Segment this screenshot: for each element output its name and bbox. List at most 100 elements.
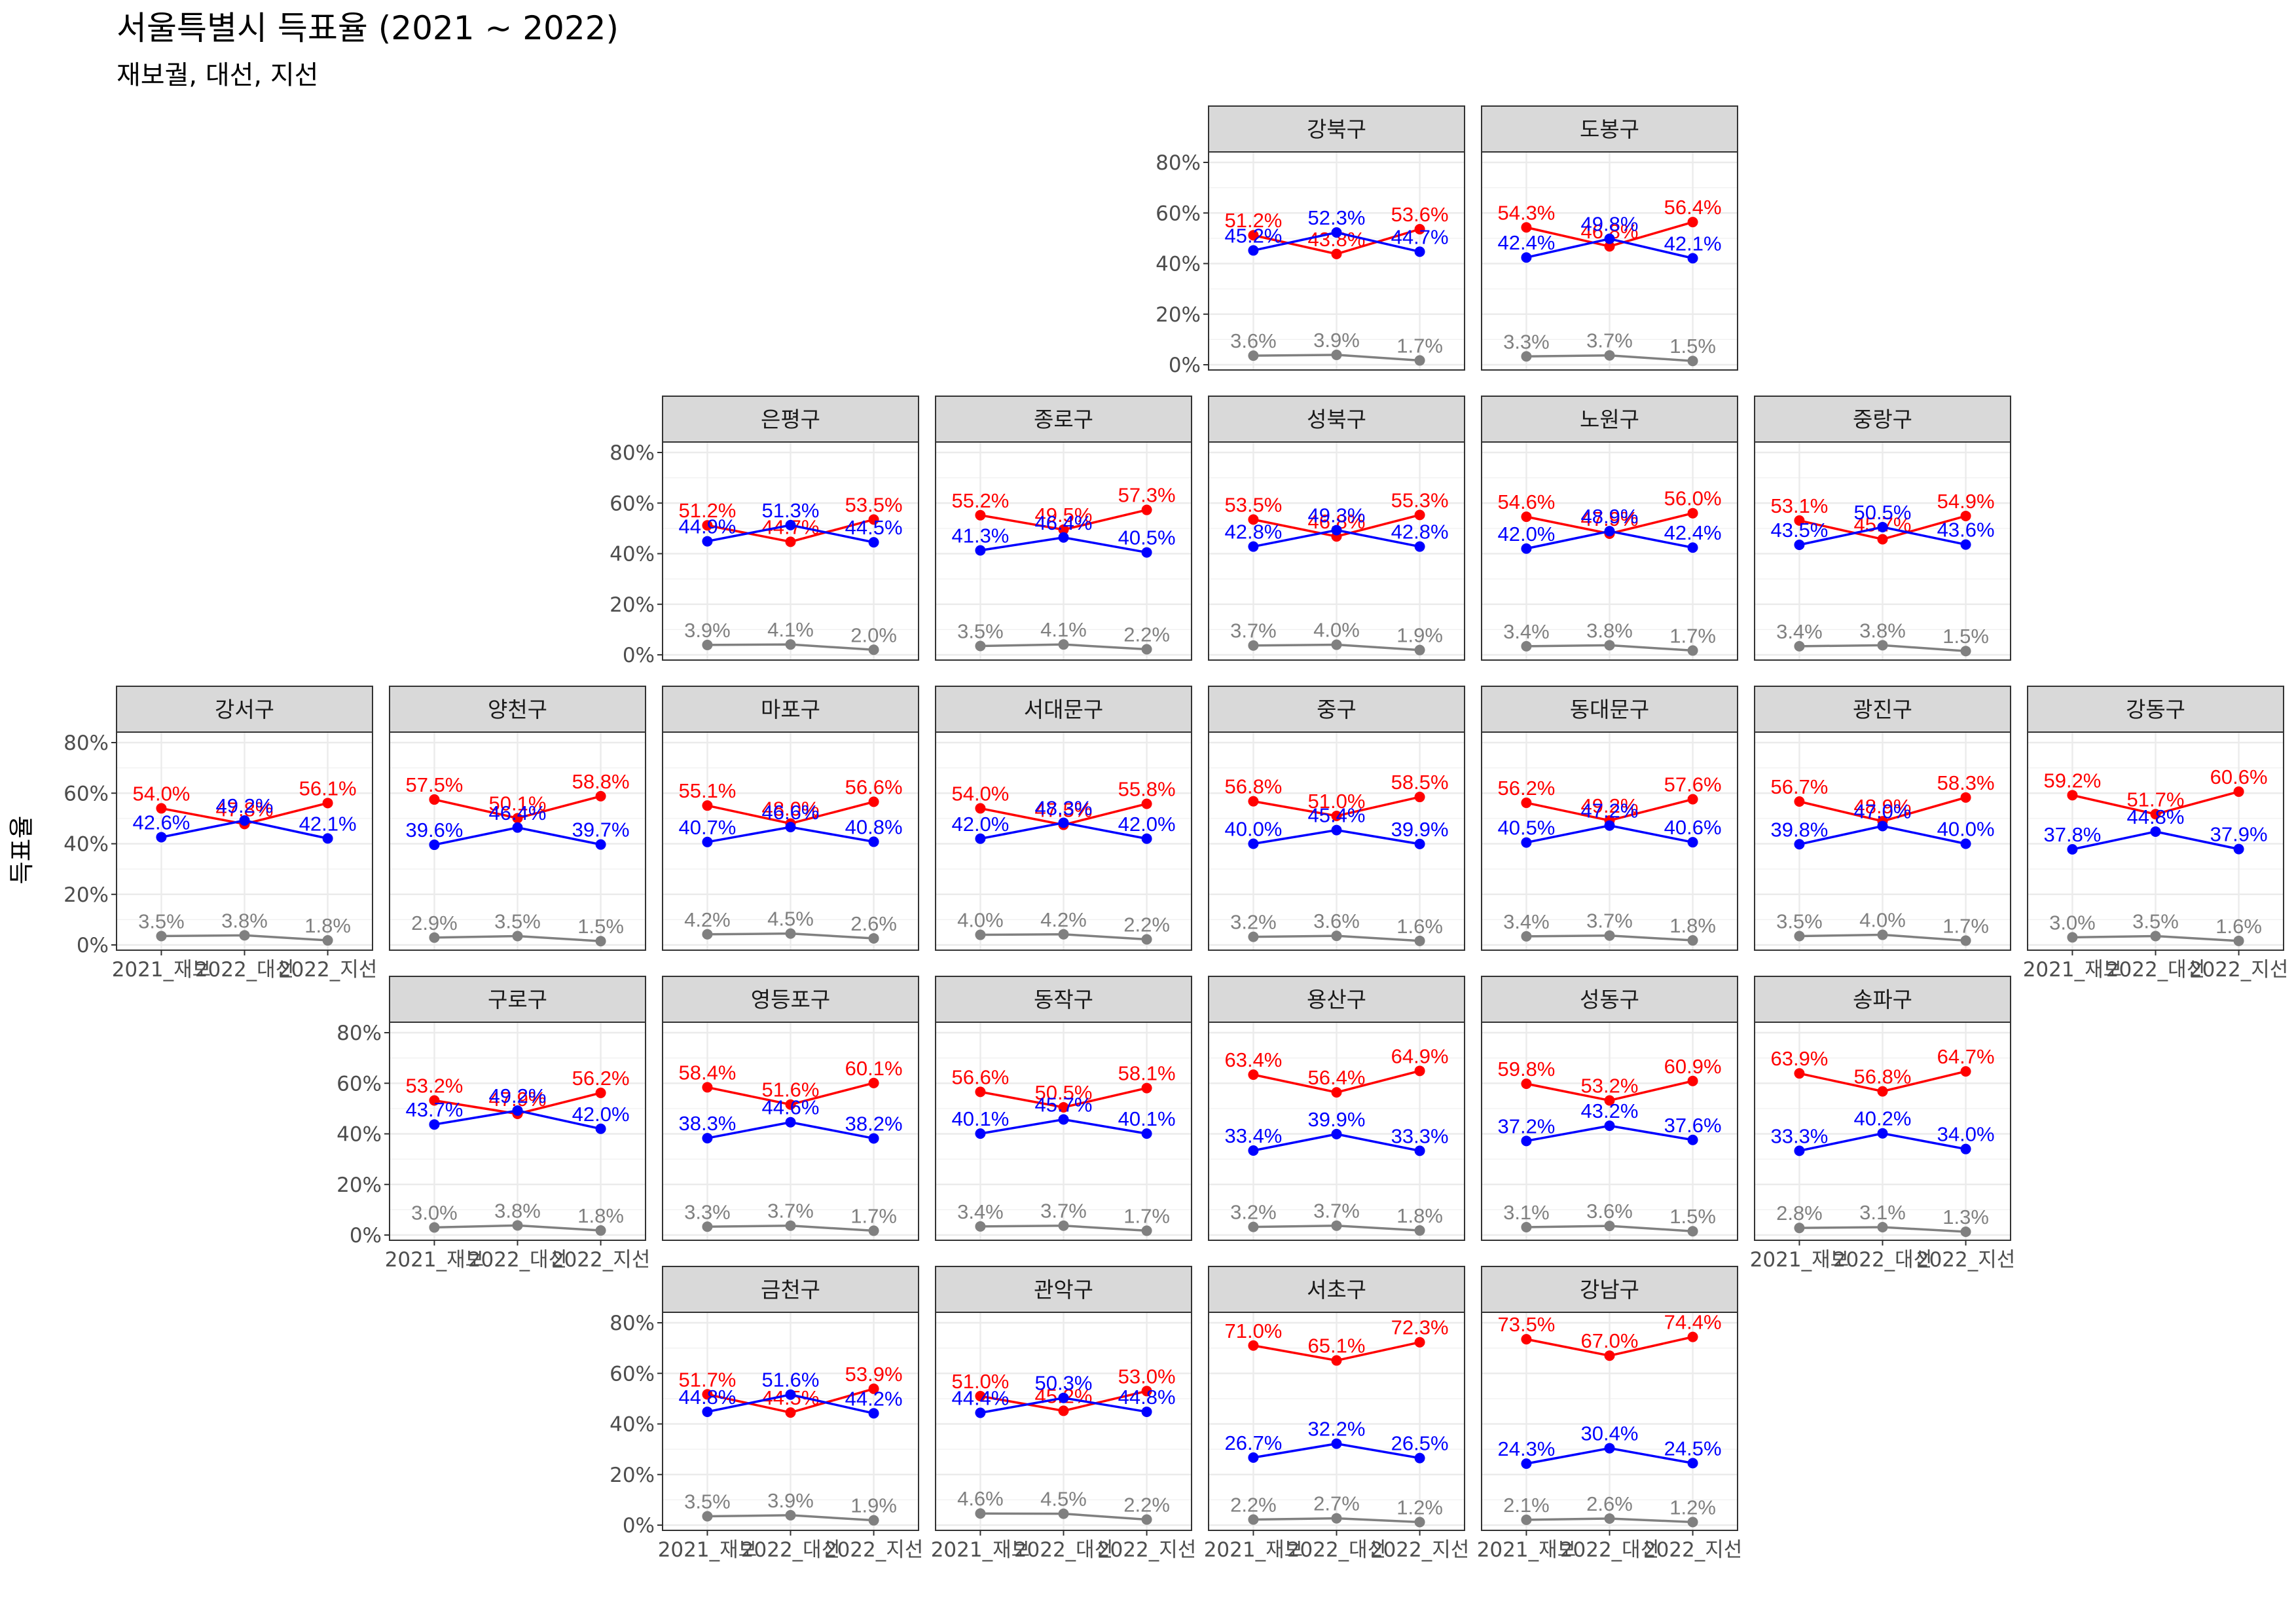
- data-label: 40.0%: [1224, 818, 1282, 841]
- data-label: 44.8%: [678, 1386, 736, 1409]
- data-label: 3.0%: [411, 1201, 458, 1224]
- data-point: [1331, 227, 1342, 238]
- facet-strip: [389, 686, 646, 733]
- data-label: 37.9%: [2210, 823, 2268, 846]
- facet-strip: [1481, 686, 1738, 733]
- data-point: [1687, 253, 1698, 264]
- data-point: [1414, 541, 1425, 552]
- data-label: 40.5%: [1118, 526, 1176, 549]
- data-label: 43.6%: [1937, 519, 1995, 542]
- data-label: 3.5%: [2132, 910, 2179, 932]
- data-point: [1877, 1222, 1888, 1233]
- data-label: 2.7%: [1313, 1492, 1360, 1515]
- facet-title: 중랑구: [1853, 407, 1912, 432]
- data-point: [1604, 930, 1615, 941]
- data-label: 39.6%: [405, 819, 463, 841]
- facet-title: 서대문구: [1024, 697, 1103, 722]
- panel-border: [662, 731, 919, 951]
- data-label: 54.9%: [1937, 490, 1995, 513]
- panel-border: [1754, 441, 2011, 661]
- data-label: 40.6%: [1664, 816, 1722, 839]
- data-label: 58.1%: [1118, 1062, 1176, 1085]
- data-label: 56.2%: [1497, 777, 1555, 800]
- data-label: 46.4%: [489, 802, 547, 824]
- facet-title: 중구: [1317, 697, 1357, 722]
- y-tick-label: 80%: [1156, 151, 1201, 175]
- data-point: [1414, 792, 1425, 803]
- data-label: 42.0%: [1118, 813, 1176, 836]
- data-label: 65.1%: [1308, 1335, 1366, 1357]
- data-label: 1.5%: [1942, 625, 1989, 648]
- data-point: [868, 1383, 879, 1394]
- data-label: 3.7%: [1040, 1200, 1087, 1223]
- data-point: [1058, 1114, 1069, 1125]
- data-point: [429, 840, 440, 851]
- data-label: 51.7%: [2127, 788, 2185, 811]
- data-point: [868, 796, 879, 807]
- data-point: [1521, 1334, 1532, 1345]
- data-point: [1414, 935, 1425, 946]
- data-point: [1521, 1135, 1532, 1147]
- data-label: 1.3%: [1942, 1206, 1989, 1228]
- data-label: 51.7%: [678, 1368, 736, 1391]
- data-label: 42.1%: [1664, 232, 1722, 255]
- data-label: 60.9%: [1664, 1055, 1722, 1078]
- x-tick-label: 2022_대선: [2106, 958, 2205, 982]
- data-label: 2.2%: [1230, 1494, 1277, 1517]
- data-label: 3.8%: [1859, 619, 1906, 642]
- data-point: [595, 936, 606, 947]
- data-label: 63.9%: [1770, 1047, 1828, 1070]
- data-label: 32.2%: [1308, 1418, 1366, 1441]
- data-point: [1141, 1128, 1152, 1139]
- data-point: [975, 803, 986, 814]
- y-tick-label: 0%: [77, 934, 109, 957]
- data-label: 37.6%: [1664, 1114, 1722, 1137]
- data-label: 44.6%: [762, 1096, 820, 1119]
- data-point: [1521, 1514, 1532, 1525]
- panel-border: [1208, 441, 1465, 661]
- data-point: [702, 1082, 713, 1093]
- data-label: 56.4%: [1308, 1066, 1366, 1089]
- data-point: [975, 1391, 986, 1402]
- y-tick-label: 0%: [350, 1224, 382, 1247]
- data-label: 72.3%: [1391, 1316, 1449, 1339]
- data-label: 53.9%: [845, 1363, 903, 1386]
- data-point: [429, 1222, 440, 1233]
- data-point: [1794, 796, 1805, 807]
- data-label: 51.2%: [678, 499, 736, 522]
- data-point: [1604, 233, 1615, 244]
- data-label: 39.7%: [572, 819, 630, 841]
- data-point: [1521, 1079, 1532, 1090]
- facet-title: 성북구: [1307, 407, 1366, 432]
- data-label: 48.3%: [1035, 796, 1093, 819]
- data-label: 59.8%: [1497, 1058, 1555, 1080]
- data-point: [595, 790, 606, 802]
- x-tick-label: 2022_지선: [551, 1248, 650, 1272]
- data-point: [1794, 839, 1805, 850]
- data-point: [868, 514, 879, 525]
- data-point: [1604, 241, 1615, 252]
- data-point: [1058, 524, 1069, 535]
- data-point: [975, 929, 986, 940]
- data-label: 73.5%: [1497, 1313, 1555, 1336]
- data-label: 1.2%: [1669, 1496, 1716, 1519]
- facet-title: 광진구: [1853, 697, 1912, 722]
- data-label: 54.6%: [1497, 490, 1555, 513]
- data-label: 74.4%: [1664, 1311, 1722, 1334]
- y-axis-label: 득표율: [7, 816, 36, 885]
- data-label: 51.3%: [762, 499, 820, 522]
- data-point: [1141, 1514, 1152, 1525]
- y-tick-label: 20%: [337, 1173, 382, 1197]
- data-point: [1414, 838, 1425, 849]
- data-point: [1058, 1392, 1069, 1403]
- data-point: [239, 815, 250, 826]
- facet-strip: [662, 396, 919, 443]
- data-label: 42.0%: [1497, 523, 1555, 545]
- data-label: 24.5%: [1664, 1437, 1722, 1460]
- data-label: 39.9%: [1308, 1108, 1366, 1131]
- data-point: [1141, 798, 1152, 809]
